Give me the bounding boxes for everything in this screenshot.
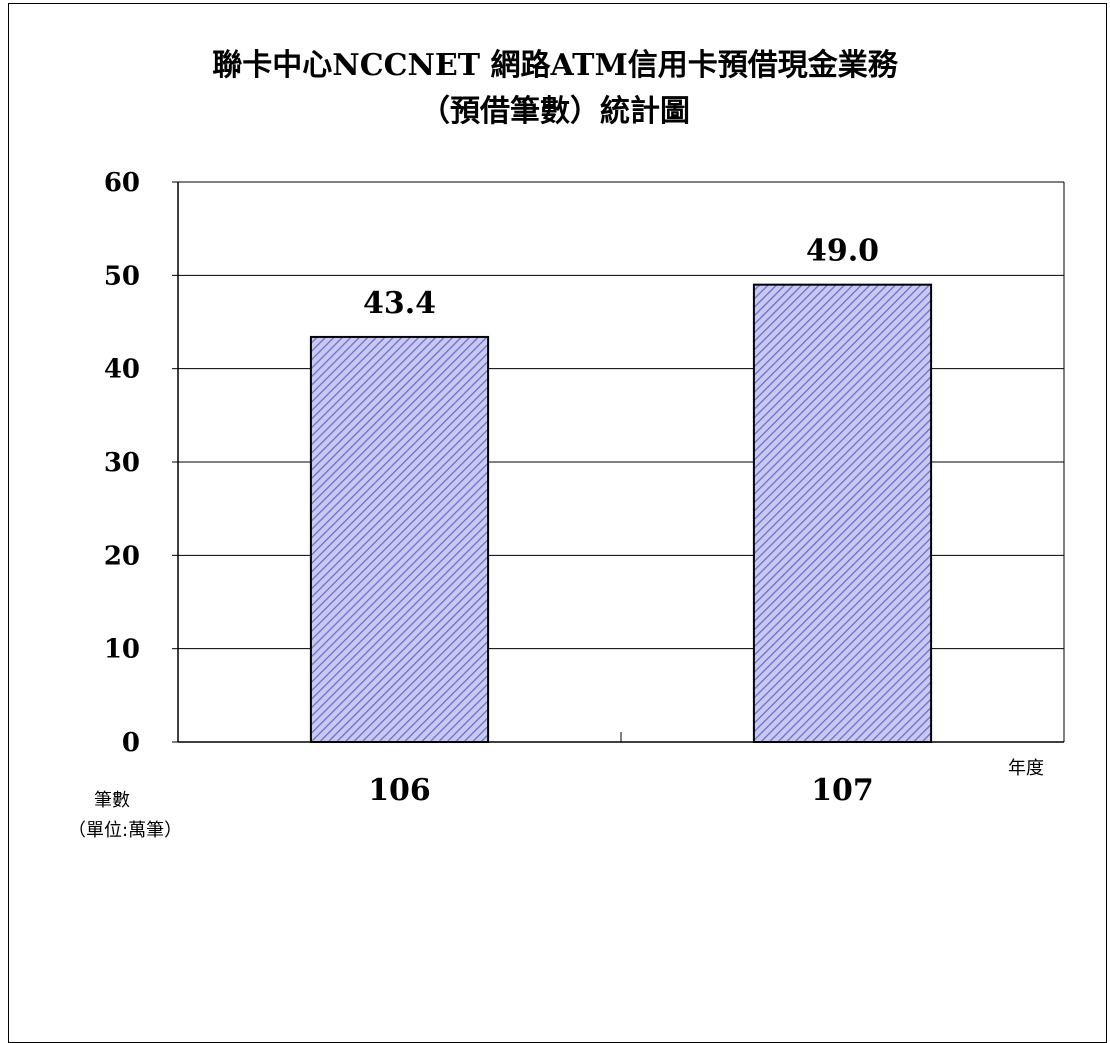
data-label-106: 43.4 [363,286,436,321]
y-tick-label-20: 20 [104,541,140,571]
y-axis-label: 筆數 [94,790,130,811]
x-axis-label: 年度 [1008,758,1044,779]
axes [172,181,1065,743]
x-tick-label-106: 106 [368,773,431,808]
y-tick-label-10: 10 [104,635,140,665]
bar-106 [309,335,490,743]
bars [309,283,933,743]
y-tick-label-30: 30 [104,448,140,478]
y-tick-label-0: 0 [122,728,140,758]
chart-title-line-2: （預借筆數）統計圖 [420,94,690,129]
y-axis-unit: （單位:萬筆） [68,820,183,841]
bar-chart: 0 10 20 30 40 50 60 43.4 106 49.0 107 [104,168,1065,808]
data-label-107: 49.0 [806,234,879,269]
chart-title-line-1: 聯卡中心NCCNET 網路ATM信用卡預借現金業務 [212,48,898,83]
labels: 0 10 20 30 40 50 60 43.4 106 49.0 107 [104,168,879,808]
y-tick-label-40: 40 [104,355,140,385]
y-tick-label-60: 60 [104,168,140,198]
y-tick-label-50: 50 [104,261,140,291]
x-tick-label-107: 107 [811,773,874,808]
bar-107 [752,283,933,743]
